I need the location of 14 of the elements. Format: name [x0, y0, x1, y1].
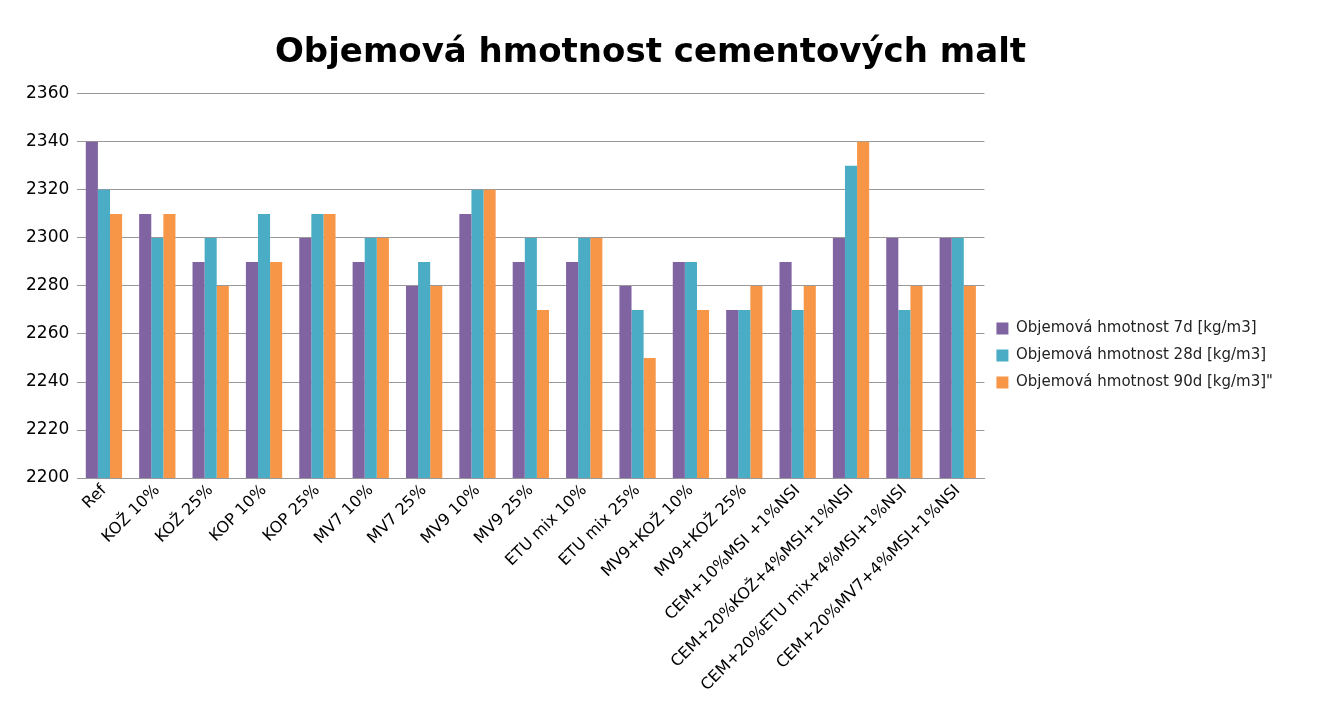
y-tick-label: 2340	[26, 130, 70, 151]
x-tick-label: Ref	[77, 479, 110, 512]
y-tick-label: 2360	[26, 82, 70, 103]
y-tick-label: 2280	[26, 274, 70, 295]
legend-label: Objemová hmotnost 7d [kg/m3]	[1015, 318, 1257, 337]
legend-label: Objemová hmotnost 28d [kg/m3]	[1015, 345, 1267, 364]
y-tick-label: 2240	[26, 370, 70, 391]
y-tick-label: 2200	[26, 466, 70, 487]
y-tick-label: 2300	[26, 226, 70, 247]
legend-label: Objemová hmotnost 90d [kg/m3]"	[1015, 372, 1274, 391]
y-tick-label: 2260	[26, 322, 70, 343]
y-tick-label: 2320	[26, 178, 70, 199]
chart-title: Objemová hmotnost cementových malt	[274, 30, 1027, 71]
y-tick-label: 2220	[26, 418, 70, 439]
